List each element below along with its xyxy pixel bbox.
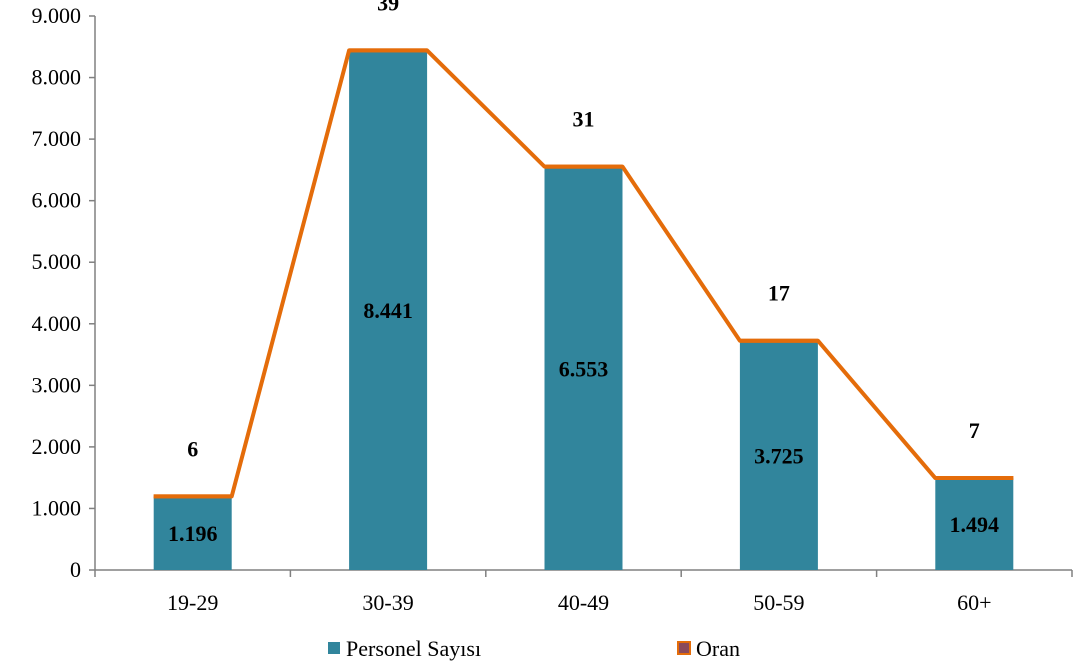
legend-label-personel-sayisi: Personel Sayısı: [346, 636, 481, 661]
bar-personel-sayisi: [935, 478, 1014, 570]
legend-swatch-personel-sayisi: [328, 642, 340, 654]
y-tick-label: 5.000: [32, 249, 82, 274]
y-tick-label: 1.000: [32, 495, 82, 520]
rate-line: [153, 48, 1014, 499]
x-tick-label: 60+: [957, 590, 991, 615]
data-labels: 1.196 8.441 6.553 3.725 1.494 6 39 31 17 7: [168, 0, 999, 546]
y-tick-label: 8.000: [32, 65, 82, 90]
x-tick-label: 40-49: [558, 590, 609, 615]
bar-personel-sayisi: [739, 340, 818, 570]
bar-value-label: 1.196: [168, 521, 218, 546]
y-axis: 0 1.000 2.000 3.000 4.000 5.000 6.000 7.000 8.00…: [32, 3, 96, 582]
x-tick-label: 30-39: [362, 590, 413, 615]
bar-value-label: 6.553: [559, 356, 609, 381]
oran-value-label: 7: [969, 418, 980, 443]
x-tick-label: 50-59: [753, 590, 804, 615]
legend: Personel Sayısı Oran: [328, 636, 740, 661]
oran-value-label: 6: [187, 436, 198, 461]
bar-value-label: 1.494: [950, 512, 1000, 537]
bar-personel-sayisi: [544, 166, 623, 570]
y-tick-label: 3.000: [32, 372, 82, 397]
x-tick-label: 19-29: [167, 590, 218, 615]
bars: [153, 50, 1014, 571]
y-tick-label: 0: [70, 557, 81, 582]
bar-personel-sayisi: [153, 496, 232, 570]
oran-value-label: 31: [573, 107, 595, 132]
x-axis: 19-29 30-39 40-49 50-59 60+: [94, 569, 1073, 615]
oran-value-label: 17: [768, 281, 790, 306]
y-tick-label: 4.000: [32, 311, 82, 336]
legend-swatch-oran: [677, 641, 691, 655]
bar-value-label: 3.725: [754, 443, 804, 468]
y-tick-label: 7.000: [32, 126, 82, 151]
y-tick-label: 2.000: [32, 434, 82, 459]
y-tick-label: 9.000: [32, 3, 82, 28]
legend-label-oran: Oran: [696, 636, 740, 661]
oran-value-label: 39: [377, 0, 399, 15]
y-tick-label: 6.000: [32, 188, 82, 213]
bar-personel-sayisi: [349, 50, 428, 571]
bar-value-label: 8.441: [363, 298, 413, 323]
